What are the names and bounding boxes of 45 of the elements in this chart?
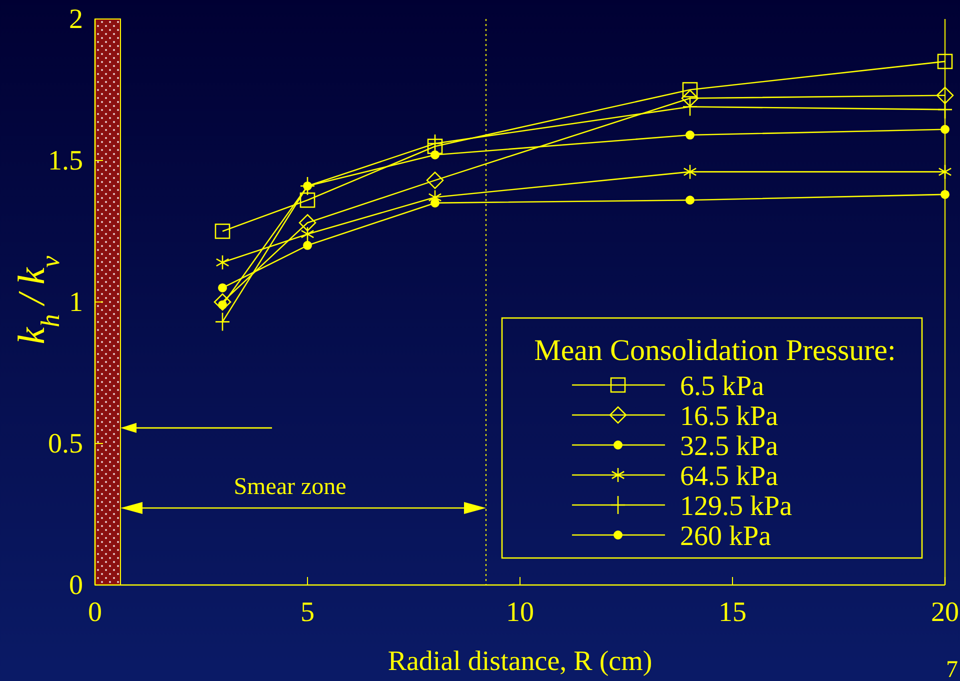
point (214, 224, 230, 239)
point (938, 164, 952, 180)
point (300, 192, 316, 208)
legend-label: 129.5 kPa (680, 491, 793, 522)
legend-label: 6.5 kPa (680, 371, 765, 402)
legend-label: 32.5 kPa (680, 431, 779, 462)
legend-label: 16.5 kPa (680, 401, 779, 432)
point (214, 312, 230, 332)
point (682, 82, 698, 98)
text: 7 (946, 657, 958, 681)
point (303, 240, 312, 250)
x-tick-label: 0 (88, 597, 102, 628)
x-tick-label: 15 (718, 597, 746, 628)
point (303, 181, 312, 190)
x-tick-label: 10 (506, 597, 534, 628)
point (216, 254, 230, 270)
point (300, 226, 314, 242)
point (214, 293, 232, 311)
y-tick-label: 1.5 (48, 146, 83, 176)
y-tick-label: 1 (69, 287, 83, 318)
legend-label: 260 kPa (680, 521, 772, 552)
y-tick-label: 0 (69, 570, 83, 601)
x-axis-title: Radial distance, R (cm) (388, 646, 652, 677)
point (218, 283, 227, 292)
legend-title: Mean Consolidation Pressure: (534, 334, 896, 367)
point (682, 97, 698, 116)
point (427, 138, 443, 154)
point (686, 130, 694, 140)
y-tick-label: 2 (69, 4, 83, 35)
point (298, 214, 316, 232)
point (937, 54, 953, 70)
point (426, 172, 444, 189)
legend-label: 64.5 kPa (680, 461, 779, 492)
x-tick-label: 20 (931, 597, 959, 628)
x-tick-label: 5 (300, 597, 314, 628)
point (430, 150, 440, 160)
point (940, 124, 950, 134)
point (937, 100, 953, 120)
point (686, 196, 694, 205)
point (683, 164, 697, 180)
point (681, 90, 699, 107)
point (936, 86, 954, 104)
point (940, 190, 950, 199)
annotation: Smear zone (234, 474, 346, 500)
y-tick-label: 0.5 (48, 428, 83, 460)
